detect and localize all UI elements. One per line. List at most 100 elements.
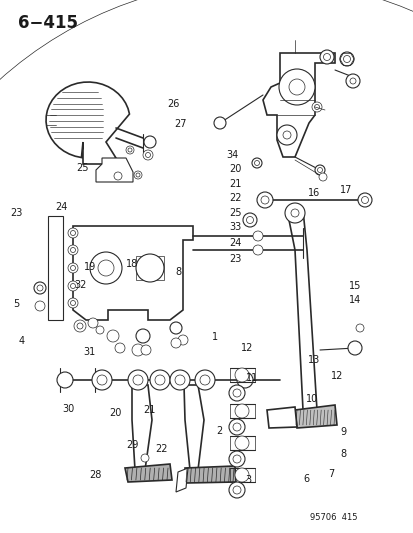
Circle shape <box>319 50 333 64</box>
Polygon shape <box>183 385 204 470</box>
Text: 31: 31 <box>83 347 95 357</box>
Text: 27: 27 <box>173 119 186 128</box>
Text: 3: 3 <box>245 475 251 484</box>
Text: 9: 9 <box>340 427 346 437</box>
Polygon shape <box>294 405 336 428</box>
Circle shape <box>34 282 46 294</box>
Circle shape <box>228 451 244 467</box>
Circle shape <box>235 368 248 382</box>
Circle shape <box>278 69 314 105</box>
Polygon shape <box>266 407 296 428</box>
Text: 21: 21 <box>142 406 155 415</box>
Text: 95706  415: 95706 415 <box>309 513 357 522</box>
Text: 34: 34 <box>226 150 238 159</box>
Text: 17: 17 <box>339 185 351 195</box>
Circle shape <box>141 454 149 462</box>
Circle shape <box>314 165 324 175</box>
Text: 25: 25 <box>228 208 241 218</box>
Circle shape <box>171 338 180 348</box>
Circle shape <box>170 322 182 334</box>
Circle shape <box>357 193 371 207</box>
Text: 33: 33 <box>228 222 241 232</box>
Circle shape <box>355 324 363 332</box>
Text: 15: 15 <box>348 281 361 290</box>
Polygon shape <box>262 53 334 157</box>
Circle shape <box>57 372 73 388</box>
Circle shape <box>347 341 361 355</box>
Text: 24: 24 <box>55 202 67 212</box>
Text: 6−415: 6−415 <box>18 14 78 32</box>
Text: 12: 12 <box>241 343 253 352</box>
Circle shape <box>90 252 122 284</box>
Circle shape <box>96 326 104 334</box>
Circle shape <box>256 192 272 208</box>
Text: 5: 5 <box>13 299 20 309</box>
Circle shape <box>107 330 119 342</box>
Text: 18: 18 <box>126 259 138 269</box>
Text: 23: 23 <box>228 254 241 263</box>
Text: 32: 32 <box>74 280 87 290</box>
Circle shape <box>252 245 262 255</box>
Text: 20: 20 <box>109 408 122 418</box>
Text: 23: 23 <box>10 208 23 218</box>
Circle shape <box>74 320 86 332</box>
Circle shape <box>276 125 296 145</box>
Polygon shape <box>176 468 188 492</box>
Text: 14: 14 <box>348 295 361 304</box>
Text: 20: 20 <box>228 165 241 174</box>
Text: 1: 1 <box>212 332 218 342</box>
Circle shape <box>235 436 248 450</box>
Text: 11: 11 <box>246 374 258 383</box>
Circle shape <box>311 102 321 112</box>
Circle shape <box>178 335 188 345</box>
Text: 8: 8 <box>176 267 181 277</box>
Circle shape <box>92 370 112 390</box>
Text: 24: 24 <box>228 238 241 247</box>
Text: 19: 19 <box>84 262 96 271</box>
Circle shape <box>136 329 150 343</box>
Text: 16: 16 <box>307 188 319 198</box>
Text: 4: 4 <box>19 336 24 346</box>
Circle shape <box>144 136 156 148</box>
Polygon shape <box>96 158 133 182</box>
Circle shape <box>242 213 256 227</box>
Circle shape <box>68 298 78 308</box>
Polygon shape <box>73 226 192 320</box>
Circle shape <box>150 370 170 390</box>
Circle shape <box>114 172 122 180</box>
Circle shape <box>339 52 353 66</box>
Circle shape <box>228 419 244 435</box>
Text: 25: 25 <box>76 163 89 173</box>
Circle shape <box>141 345 151 355</box>
Circle shape <box>236 372 252 388</box>
Text: 8: 8 <box>340 449 346 459</box>
Text: 6: 6 <box>303 474 309 483</box>
Circle shape <box>235 404 248 418</box>
Circle shape <box>35 301 45 311</box>
Circle shape <box>228 385 244 401</box>
Text: 21: 21 <box>228 179 241 189</box>
Text: 10: 10 <box>306 394 318 403</box>
Text: 29: 29 <box>126 440 138 450</box>
Text: 22: 22 <box>228 193 241 203</box>
Circle shape <box>318 173 326 181</box>
Polygon shape <box>48 216 63 320</box>
Circle shape <box>68 281 78 291</box>
Polygon shape <box>286 210 316 410</box>
Circle shape <box>252 158 261 168</box>
Text: 7: 7 <box>327 470 334 479</box>
Text: 22: 22 <box>155 444 167 454</box>
Circle shape <box>235 468 248 482</box>
Circle shape <box>126 146 134 154</box>
Text: 26: 26 <box>167 100 180 109</box>
Text: 13: 13 <box>307 356 319 365</box>
Circle shape <box>134 171 142 179</box>
Circle shape <box>228 482 244 498</box>
Circle shape <box>345 74 359 88</box>
Circle shape <box>136 254 164 282</box>
Text: 28: 28 <box>89 471 101 480</box>
Circle shape <box>284 203 304 223</box>
Circle shape <box>68 263 78 273</box>
Circle shape <box>252 231 262 241</box>
Circle shape <box>68 245 78 255</box>
